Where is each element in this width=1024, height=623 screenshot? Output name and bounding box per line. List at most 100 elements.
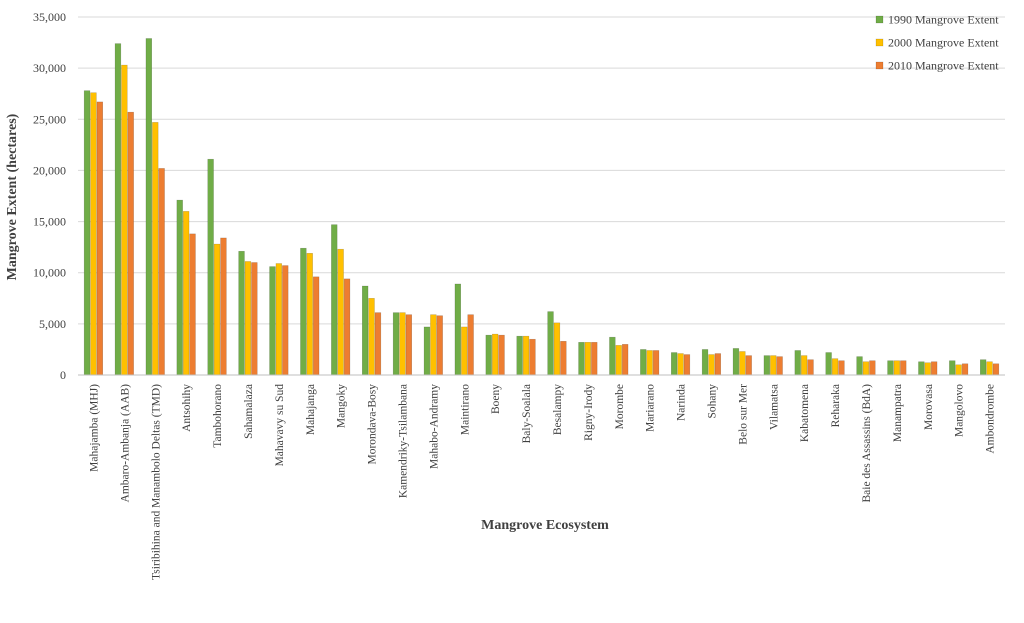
bar bbox=[96, 101, 103, 376]
bar bbox=[282, 265, 289, 376]
legend-label: 2000 Mangrove Extent bbox=[888, 36, 999, 50]
bar bbox=[127, 111, 134, 376]
x-tick-label: Sohany bbox=[706, 384, 718, 419]
bar bbox=[467, 314, 474, 376]
bar bbox=[918, 361, 925, 376]
bar bbox=[461, 326, 468, 376]
legend: 1990 Mangrove Extent 2000 Mangrove Extent… bbox=[875, 13, 999, 73]
y-tick-label: 30,000 bbox=[33, 61, 66, 75]
x-tick-label: Besalampy bbox=[552, 384, 564, 435]
bar bbox=[207, 158, 214, 376]
bar bbox=[238, 250, 245, 376]
x-tick-label: Mahabo-Andramy bbox=[428, 384, 440, 469]
x-tick-label: Kamendriky-Tsilambana bbox=[397, 384, 409, 498]
bar bbox=[831, 358, 839, 376]
x-tick-label: Narinda bbox=[676, 384, 688, 421]
y-axis-ticks: 0 5,000 10,000 15,000 20,000 25,000 30,000 35,0… bbox=[33, 10, 66, 382]
bar bbox=[114, 43, 122, 376]
bar bbox=[498, 334, 505, 376]
bar bbox=[924, 362, 931, 376]
bar bbox=[992, 363, 1000, 376]
bar bbox=[522, 335, 530, 376]
bar bbox=[362, 285, 369, 376]
x-axis-category-labels: Mahajamba (MHJ) Ambaro-Ambanja (AAB) Tsiri… bbox=[88, 384, 996, 580]
x-tick-label: Baie des Assassins (BdA) bbox=[861, 384, 873, 503]
x-tick-label: Mariarano bbox=[645, 384, 657, 432]
bar bbox=[374, 312, 382, 376]
bar bbox=[677, 353, 684, 376]
bar bbox=[745, 355, 752, 376]
bar bbox=[189, 233, 196, 376]
bar bbox=[869, 360, 876, 376]
bar bbox=[560, 341, 567, 376]
bar bbox=[955, 364, 962, 376]
bar bbox=[578, 342, 585, 376]
bar bbox=[825, 352, 832, 376]
x-tick-label: Tambohorano bbox=[212, 384, 224, 448]
bar bbox=[770, 355, 777, 376]
legend-label: 1990 Mangrove Extent bbox=[888, 13, 999, 27]
bar bbox=[436, 315, 443, 376]
x-tick-label: Reharaka bbox=[830, 384, 842, 427]
bar bbox=[980, 359, 987, 376]
x-tick-label: Sahamalaza bbox=[243, 384, 255, 439]
bar bbox=[708, 354, 715, 376]
bar bbox=[331, 224, 338, 376]
bar bbox=[591, 342, 598, 376]
bar bbox=[399, 312, 406, 376]
bar bbox=[516, 335, 523, 376]
bar bbox=[900, 360, 907, 376]
x-tick-label: Boeny bbox=[490, 384, 502, 414]
bar bbox=[739, 351, 746, 376]
bar bbox=[454, 283, 462, 376]
bar bbox=[269, 266, 276, 376]
y-tick-label: 20,000 bbox=[33, 163, 66, 177]
bar bbox=[646, 350, 653, 376]
bar bbox=[183, 211, 190, 376]
bar bbox=[714, 353, 722, 376]
y-tick-label: 0 bbox=[60, 368, 66, 382]
x-tick-label: Mangolovo bbox=[954, 384, 966, 437]
x-tick-label: Manampatra bbox=[892, 384, 904, 442]
y-tick-label: 35,000 bbox=[33, 10, 66, 24]
y-tick-label: 10,000 bbox=[33, 266, 66, 280]
bar bbox=[343, 278, 351, 376]
bar bbox=[671, 352, 678, 376]
bar bbox=[986, 361, 993, 376]
bar bbox=[553, 322, 561, 376]
bar bbox=[807, 359, 814, 376]
bar bbox=[794, 350, 801, 376]
bar bbox=[652, 350, 660, 376]
x-tick-label: Kabatomena bbox=[799, 384, 811, 442]
bar bbox=[615, 345, 622, 376]
x-tick-label: Rigny-Irody bbox=[583, 384, 595, 441]
bar bbox=[732, 348, 740, 376]
bar bbox=[838, 360, 845, 376]
x-tick-label: Mahavavy su Sud bbox=[274, 384, 286, 467]
bar bbox=[423, 326, 431, 376]
bar bbox=[931, 361, 938, 376]
bar bbox=[337, 248, 344, 376]
bar bbox=[251, 262, 258, 376]
bar bbox=[961, 363, 969, 376]
legend-label: 2010 Mangrove Extent bbox=[888, 59, 999, 73]
x-tick-label: Mahajanga bbox=[305, 384, 317, 435]
bar bbox=[213, 243, 221, 376]
x-tick-label: Antsohihy bbox=[181, 384, 193, 432]
x-tick-label: Mangoky bbox=[336, 384, 348, 428]
x-tick-label: Morombe bbox=[614, 384, 626, 429]
x-tick-label: Mahajamba (MHJ) bbox=[88, 384, 100, 472]
bar bbox=[145, 38, 152, 376]
bar bbox=[701, 349, 709, 376]
gridlines bbox=[78, 16, 1005, 325]
legend-swatch bbox=[875, 61, 884, 70]
bar bbox=[90, 92, 97, 376]
bar bbox=[158, 168, 165, 376]
bar bbox=[856, 356, 863, 376]
x-tick-label: Vilamatsa bbox=[768, 384, 780, 430]
bar bbox=[430, 314, 437, 376]
y-axis-title: Mangrove Extent (hectares) bbox=[5, 113, 20, 280]
bar bbox=[83, 90, 91, 376]
